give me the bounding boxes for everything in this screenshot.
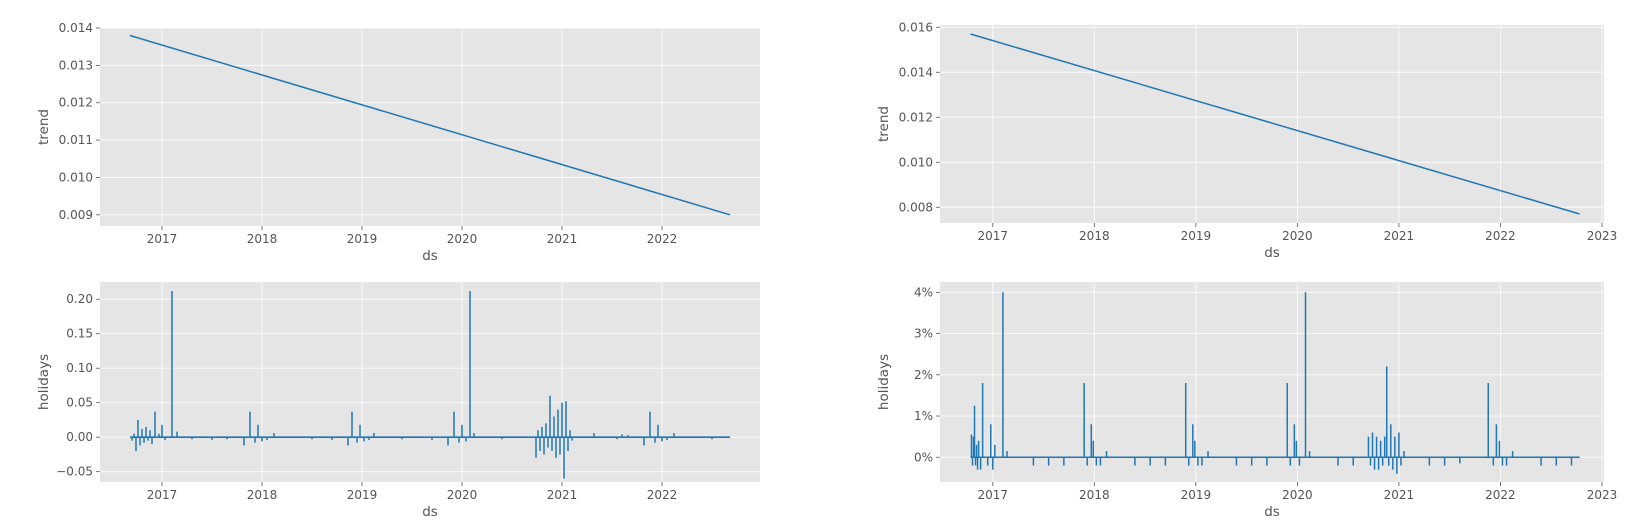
y-tick-label: 0.20	[66, 292, 93, 306]
x-tick-label: 2017	[147, 232, 178, 246]
x-tick-label: 2019	[1181, 229, 1212, 243]
x-tick-label: 2020	[447, 232, 478, 246]
x-tick-label: 2022	[647, 232, 678, 246]
x-axis-label: ds	[422, 504, 438, 520]
y-tick-label: 0.05	[66, 396, 93, 410]
x-axis-label: ds	[1264, 504, 1280, 520]
trend-line	[970, 33, 1580, 215]
x-tick-label: 2020	[1282, 229, 1313, 243]
plot-area	[100, 28, 760, 226]
y-tick-label: 3%	[914, 327, 933, 341]
x-axis-label: ds	[422, 248, 438, 264]
y-axis-label: trend	[876, 106, 892, 142]
x-tick-label: 2018	[1079, 488, 1110, 502]
y-tick-label: 0.012	[59, 96, 93, 110]
y-tick-label: 0.016	[899, 20, 933, 34]
subplot-left-trend: 2017 2018 2019 2020 2021 2022 0.009 0.010 0.011 0…	[36, 21, 760, 264]
x-tick-label: 2021	[547, 488, 578, 502]
x-tick-label: 2020	[1282, 488, 1313, 502]
subplot-left-holidays: 2017 2018 2019 2020 2021 2022 −0.05 0.00 0.05 0.1…	[36, 282, 760, 520]
x-tick-label: 2021	[1384, 488, 1415, 502]
y-axis-label: holidays	[36, 354, 52, 410]
y-tick-label: 4%	[914, 285, 933, 299]
x-tick-label: 2020	[447, 488, 478, 502]
x-axis-label: ds	[1264, 245, 1280, 261]
y-tick-label: 0.014	[59, 21, 93, 35]
x-tick-label: 2017	[147, 488, 178, 502]
plot-area	[940, 282, 1604, 482]
y-tick-label: 0.15	[66, 327, 93, 341]
y-tick-label: 0.10	[66, 361, 93, 375]
x-tick-label: 2023	[1587, 488, 1618, 502]
y-tick-label: 0.014	[899, 65, 933, 79]
y-axis-label: holidays	[876, 354, 892, 410]
subplot-right-trend: 2017 2018 2019 2020 2021 2022 2023 0.008 0.010 0.…	[876, 20, 1617, 261]
x-tick-label: 2017	[978, 229, 1009, 243]
x-tick-label: 2022	[1485, 488, 1516, 502]
x-tick-label: 2019	[347, 232, 378, 246]
y-tick-label: 0.008	[899, 200, 933, 214]
y-tick-label: 0.010	[59, 170, 93, 184]
subplot-right-holidays: 2017 2018 2019 2020 2021 2022 2023 0% 1% 2% 3% 4% ds…	[876, 282, 1617, 520]
x-tick-label: 2018	[247, 488, 278, 502]
x-tick-label: 2021	[547, 232, 578, 246]
x-tick-label: 2021	[1384, 229, 1415, 243]
y-tick-label: 0.013	[59, 58, 93, 72]
x-tick-label: 2022	[647, 488, 678, 502]
x-tick-label: 2022	[1485, 229, 1516, 243]
x-tick-label: 2018	[247, 232, 278, 246]
y-tick-label: 2%	[914, 368, 933, 382]
x-tick-label: 2017	[978, 488, 1009, 502]
y-axis-label: trend	[36, 109, 52, 145]
y-tick-label: 0.011	[59, 133, 93, 147]
y-tick-label: 0.00	[66, 430, 93, 444]
y-tick-label: 0.010	[899, 155, 933, 169]
y-tick-label: 0.009	[59, 208, 93, 222]
x-tick-label: 2019	[347, 488, 378, 502]
y-tick-label: 1%	[914, 409, 933, 423]
x-tick-label: 2019	[1181, 488, 1212, 502]
y-tick-label: 0%	[914, 450, 933, 464]
trend-line	[129, 34, 731, 216]
y-tick-label: −0.05	[56, 465, 93, 479]
x-tick-label: 2023	[1587, 229, 1618, 243]
plot-area	[100, 282, 760, 482]
y-tick-label: 0.012	[899, 110, 933, 124]
x-tick-label: 2018	[1079, 229, 1110, 243]
